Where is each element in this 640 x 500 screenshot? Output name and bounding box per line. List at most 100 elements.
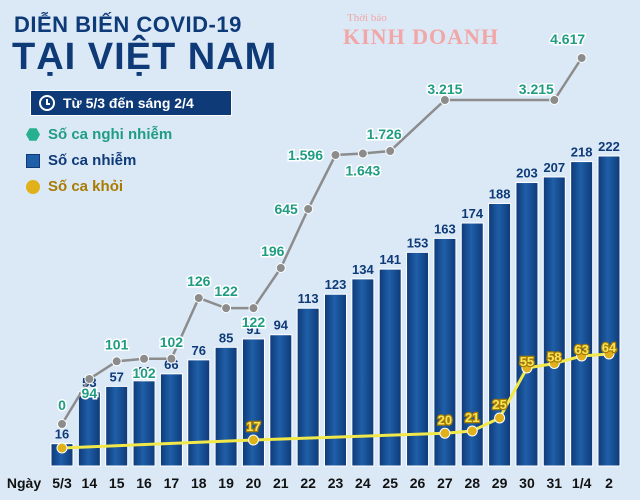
clock-icon <box>39 95 55 111</box>
bar-value-label: 61 <box>137 364 151 379</box>
circle-icon <box>26 179 40 194</box>
suspected-value-label: 122 <box>214 283 238 299</box>
bar-26 <box>406 251 430 467</box>
x-tick-label: 1/4 <box>572 475 592 491</box>
recovered-value-label: 20 <box>438 412 452 427</box>
bar-2 <box>597 155 621 467</box>
bar-27 <box>433 237 457 467</box>
suspected-value-label: 102 <box>160 334 184 350</box>
recovered-value-label: 25 <box>492 397 506 412</box>
x-tick-label: 30 <box>519 475 535 491</box>
suspected-value-label: 3.215 <box>519 81 554 97</box>
x-tick-label: 2 <box>605 475 613 491</box>
bar-30 <box>515 182 539 467</box>
bar-16 <box>132 380 156 467</box>
title-line-1: DIỄN BIẾN COVID-19 <box>14 12 242 37</box>
suspected-point <box>57 419 67 429</box>
suspected-value-label: 102 <box>132 365 156 381</box>
bar-28 <box>460 222 484 467</box>
suspected-value-label: 94 <box>82 385 98 401</box>
x-axis-title: Ngày <box>7 475 41 491</box>
x-tick-label: 18 <box>191 475 207 491</box>
suspected-point <box>330 150 341 160</box>
legend-suspected-label: Số ca nghi nhiễm <box>48 126 173 143</box>
recovered-point <box>56 442 68 454</box>
recovered-point <box>494 412 506 424</box>
x-tick-label: 19 <box>218 475 234 491</box>
bar-value-label: 76 <box>192 343 206 358</box>
x-tick-label: 15 <box>109 475 125 491</box>
bar-23 <box>324 293 347 467</box>
x-tick-label: 29 <box>492 475 508 491</box>
legend-suspected: Số ca nghi nhiễm <box>26 126 172 143</box>
recovered-point <box>576 350 588 362</box>
bar-25 <box>378 268 402 467</box>
bar-value-label: 188 <box>489 186 511 201</box>
watermark-small: Thời báo <box>347 12 387 24</box>
suspected-point <box>193 293 204 303</box>
suspected-point <box>303 204 314 214</box>
x-tick-label: 27 <box>437 475 453 491</box>
bar-17 <box>159 373 183 467</box>
date-range-box: Từ 5/3 đến sáng 2/4 <box>30 90 232 116</box>
x-tick-label: 26 <box>410 475 426 491</box>
suspected-value-label: 645 <box>274 201 298 217</box>
suspected-value-label: 0 <box>58 397 66 413</box>
suspected-value-label: 4.617 <box>550 31 585 47</box>
recovered-value-label: 21 <box>465 410 479 425</box>
legend-recovered: Số ca khỏi <box>26 178 123 195</box>
recovered-value-label: 63 <box>574 342 588 357</box>
suspected-value-label: 1.596 <box>288 147 323 163</box>
recovered-point <box>521 362 533 374</box>
bar-value-label: 91 <box>246 322 260 337</box>
suspected-point <box>549 95 560 105</box>
bar-value-label: 85 <box>219 330 233 345</box>
x-tick-label: 17 <box>164 475 180 491</box>
recovered-point <box>247 434 259 446</box>
recovered-point <box>548 358 560 369</box>
bar-15 <box>105 385 129 467</box>
bar-value-label: 203 <box>516 166 538 181</box>
bar-value-label: 134 <box>352 262 374 277</box>
x-tick-label: 16 <box>136 475 152 491</box>
bar-value-label: 113 <box>298 291 319 306</box>
suspected-value-label: 122 <box>242 314 266 330</box>
bar-18 <box>187 359 211 467</box>
bar-29 <box>488 202 512 467</box>
bar-24 <box>351 278 375 467</box>
suspected-point <box>275 263 286 273</box>
suspected-point <box>357 148 368 159</box>
bar-value-label: 57 <box>109 369 123 384</box>
recovered-point <box>603 348 615 360</box>
recovered-point <box>439 427 451 439</box>
x-tick-label: 24 <box>355 475 371 491</box>
hexagon-icon <box>26 128 40 141</box>
x-tick-label: 5/3 <box>52 475 72 491</box>
suspected-value-label: 1.726 <box>367 126 402 142</box>
watermark: Thời báo KINH DOANH <box>343 12 499 50</box>
recovered-value-label: 55 <box>520 354 534 369</box>
legend-infected-label: Số ca nhiễm <box>48 152 137 169</box>
suspected-value-label: 101 <box>105 336 129 352</box>
recovered-point <box>466 425 478 437</box>
bar-19 <box>214 346 238 467</box>
x-tick-label: 21 <box>273 475 289 491</box>
x-tick-label: 14 <box>82 475 98 491</box>
bar-1/4 <box>570 161 594 467</box>
bar-value-label: 222 <box>598 139 620 154</box>
date-range-text: Từ 5/3 đến sáng 2/4 <box>63 95 194 111</box>
x-tick-label: 25 <box>382 475 398 491</box>
bar-value-label: 207 <box>543 160 565 175</box>
suspected-value-label: 1.643 <box>345 163 380 179</box>
suspected-point <box>139 353 150 364</box>
x-tick-label: 28 <box>464 475 480 491</box>
bar-value-label: 123 <box>325 277 347 292</box>
bar-value-label: 94 <box>274 318 289 333</box>
bar-20 <box>241 338 265 467</box>
bar-14 <box>77 391 101 467</box>
legend-recovered-label: Số ca khỏi <box>48 178 124 195</box>
suspected-point <box>221 303 232 314</box>
suspected-value-label: 126 <box>187 273 211 289</box>
